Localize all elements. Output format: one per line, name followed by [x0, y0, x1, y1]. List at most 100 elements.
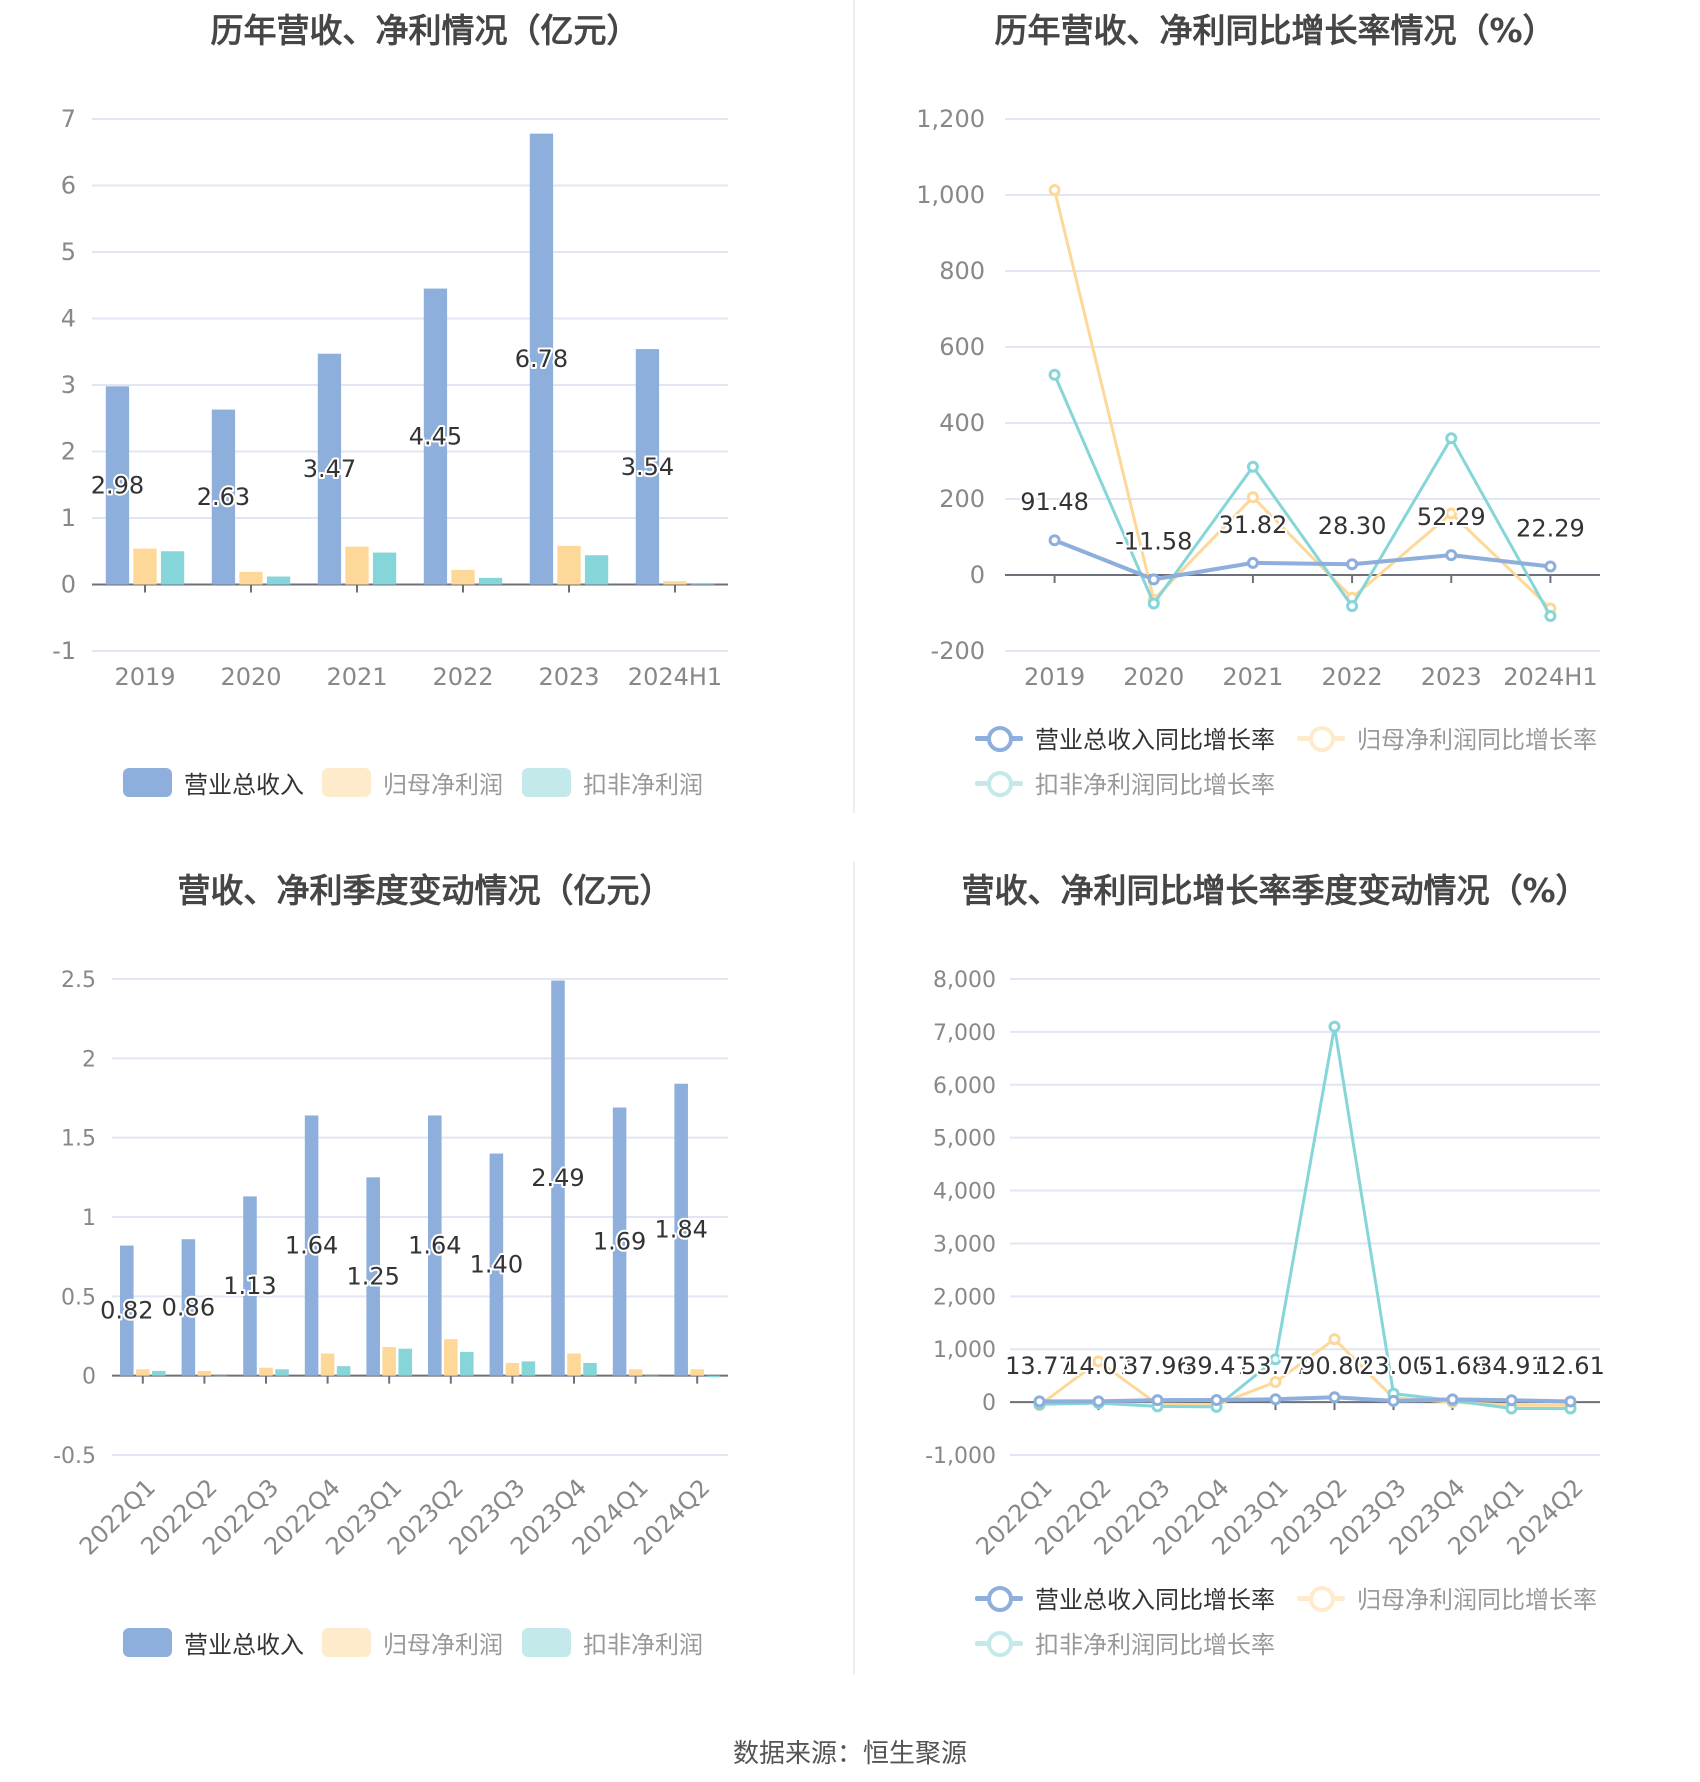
- bar[interactable]: [706, 1375, 720, 1378]
- data-point[interactable]: [1346, 600, 1359, 613]
- bar[interactable]: [243, 1196, 257, 1376]
- data-label: 28.30: [1318, 512, 1387, 540]
- data-point[interactable]: [1246, 491, 1259, 504]
- legend-label: 营业总收入同比增长率: [1035, 726, 1275, 754]
- bar[interactable]: [160, 551, 185, 585]
- bar[interactable]: [366, 1177, 380, 1376]
- legend-item-deducted-profit-growth[interactable]: 扣非净利润同比增长率: [975, 1625, 1275, 1660]
- bar[interactable]: [136, 1369, 150, 1376]
- data-point[interactable]: [1328, 1020, 1341, 1033]
- legend-item-revenue-growth[interactable]: 营业总收入同比增长率: [975, 720, 1275, 755]
- bar[interactable]: [612, 1107, 627, 1376]
- legend-item-deducted-profit-growth[interactable]: 扣非净利润同比增长率: [975, 765, 1275, 800]
- bar[interactable]: [663, 581, 687, 585]
- bar[interactable]: [152, 1370, 166, 1376]
- bar[interactable]: [635, 349, 660, 585]
- bar[interactable]: [120, 1245, 134, 1376]
- bar[interactable]: [239, 571, 263, 585]
- bar[interactable]: [259, 1367, 273, 1376]
- data-point[interactable]: [1033, 1395, 1046, 1408]
- bar[interactable]: [521, 1361, 536, 1376]
- legend-item-revenue[interactable]: 营业总收入: [123, 1625, 304, 1660]
- data-point[interactable]: [1048, 534, 1061, 547]
- line-circle-icon: [975, 1629, 1023, 1657]
- data-point[interactable]: [1269, 1353, 1282, 1366]
- bar[interactable]: [266, 576, 291, 585]
- data-point[interactable]: [1246, 556, 1259, 569]
- data-point[interactable]: [1328, 1333, 1341, 1346]
- bar[interactable]: [345, 546, 369, 585]
- line-circle-icon: [1297, 724, 1345, 752]
- x-tick-label: 2023: [538, 663, 599, 691]
- data-point[interactable]: [1445, 432, 1458, 445]
- bar[interactable]: [644, 1375, 659, 1377]
- bar[interactable]: [317, 353, 342, 585]
- data-point[interactable]: [1564, 1395, 1577, 1408]
- bar[interactable]: [460, 1351, 474, 1376]
- bar[interactable]: [489, 1153, 504, 1376]
- bar[interactable]: [451, 569, 475, 585]
- bar[interactable]: [372, 552, 397, 585]
- y-tick-label: 4,000: [933, 1180, 996, 1205]
- data-point[interactable]: [1092, 1395, 1105, 1408]
- bar[interactable]: [181, 1239, 196, 1376]
- legend-item-deducted-profit[interactable]: 扣非净利润: [522, 1625, 703, 1660]
- bar[interactable]: [529, 133, 554, 585]
- legend-item-revenue[interactable]: 营业总收入: [123, 765, 304, 800]
- y-tick-label: -1,000: [925, 1444, 996, 1469]
- legend-item-revenue-growth[interactable]: 营业总收入同比增长率: [975, 1580, 1275, 1615]
- bar[interactable]: [690, 1369, 704, 1376]
- data-point[interactable]: [1246, 460, 1259, 473]
- bar[interactable]: [628, 1369, 643, 1376]
- bar[interactable]: [557, 545, 581, 585]
- data-point[interactable]: [1544, 560, 1557, 573]
- bar[interactable]: [336, 1366, 351, 1376]
- bar[interactable]: [567, 1353, 581, 1376]
- data-point[interactable]: [1147, 597, 1160, 610]
- bar[interactable]: [584, 555, 609, 585]
- bar[interactable]: [428, 1115, 442, 1376]
- data-point[interactable]: [1505, 1394, 1518, 1407]
- data-label: 0.82: [100, 1297, 153, 1325]
- chart-title: 历年营收、净利同比增长率情况（%）: [994, 11, 1556, 50]
- bar[interactable]: [690, 583, 715, 585]
- data-point[interactable]: [1328, 1391, 1341, 1404]
- legend-item-deducted-profit[interactable]: 扣非净利润: [522, 765, 703, 800]
- data-point[interactable]: [1269, 1393, 1282, 1406]
- bar[interactable]: [551, 980, 565, 1376]
- bar[interactable]: [583, 1362, 597, 1376]
- bar[interactable]: [213, 1375, 228, 1377]
- legend-item-net-profit-growth[interactable]: 归母净利润同比增长率: [1297, 720, 1597, 755]
- data-point[interactable]: [1387, 1394, 1400, 1407]
- data-point[interactable]: [1151, 1394, 1164, 1407]
- data-point[interactable]: [1446, 1393, 1459, 1406]
- bar[interactable]: [320, 1353, 335, 1376]
- data-point[interactable]: [1544, 610, 1557, 623]
- bar[interactable]: [133, 548, 157, 585]
- data-point[interactable]: [1048, 368, 1061, 381]
- data-point[interactable]: [1445, 549, 1458, 562]
- bar[interactable]: [304, 1115, 319, 1376]
- bar[interactable]: [423, 288, 448, 585]
- bar[interactable]: [197, 1370, 212, 1376]
- bar[interactable]: [478, 577, 503, 585]
- data-point[interactable]: [1269, 1376, 1282, 1389]
- bar[interactable]: [398, 1348, 412, 1376]
- data-point[interactable]: [1445, 507, 1458, 520]
- bar[interactable]: [211, 409, 236, 585]
- legend-item-net-profit[interactable]: 归母净利润: [322, 1625, 503, 1660]
- bar[interactable]: [105, 386, 130, 585]
- bar[interactable]: [382, 1347, 396, 1376]
- data-point[interactable]: [1346, 558, 1359, 571]
- data-point[interactable]: [1048, 184, 1061, 197]
- bar[interactable]: [444, 1339, 458, 1376]
- data-point[interactable]: [1092, 1355, 1105, 1368]
- data-point[interactable]: [1210, 1394, 1223, 1407]
- annual-growth-panel: 历年营收、净利同比增长率情况（%） -200 0 200 400 600 800 1,000…: [850, 0, 1700, 860]
- data-point[interactable]: [1147, 573, 1160, 586]
- bar[interactable]: [505, 1362, 520, 1376]
- bar[interactable]: [674, 1083, 688, 1376]
- bar[interactable]: [275, 1369, 289, 1376]
- legend-item-net-profit[interactable]: 归母净利润: [322, 765, 503, 800]
- legend-item-net-profit-growth[interactable]: 归母净利润同比增长率: [1297, 1580, 1597, 1615]
